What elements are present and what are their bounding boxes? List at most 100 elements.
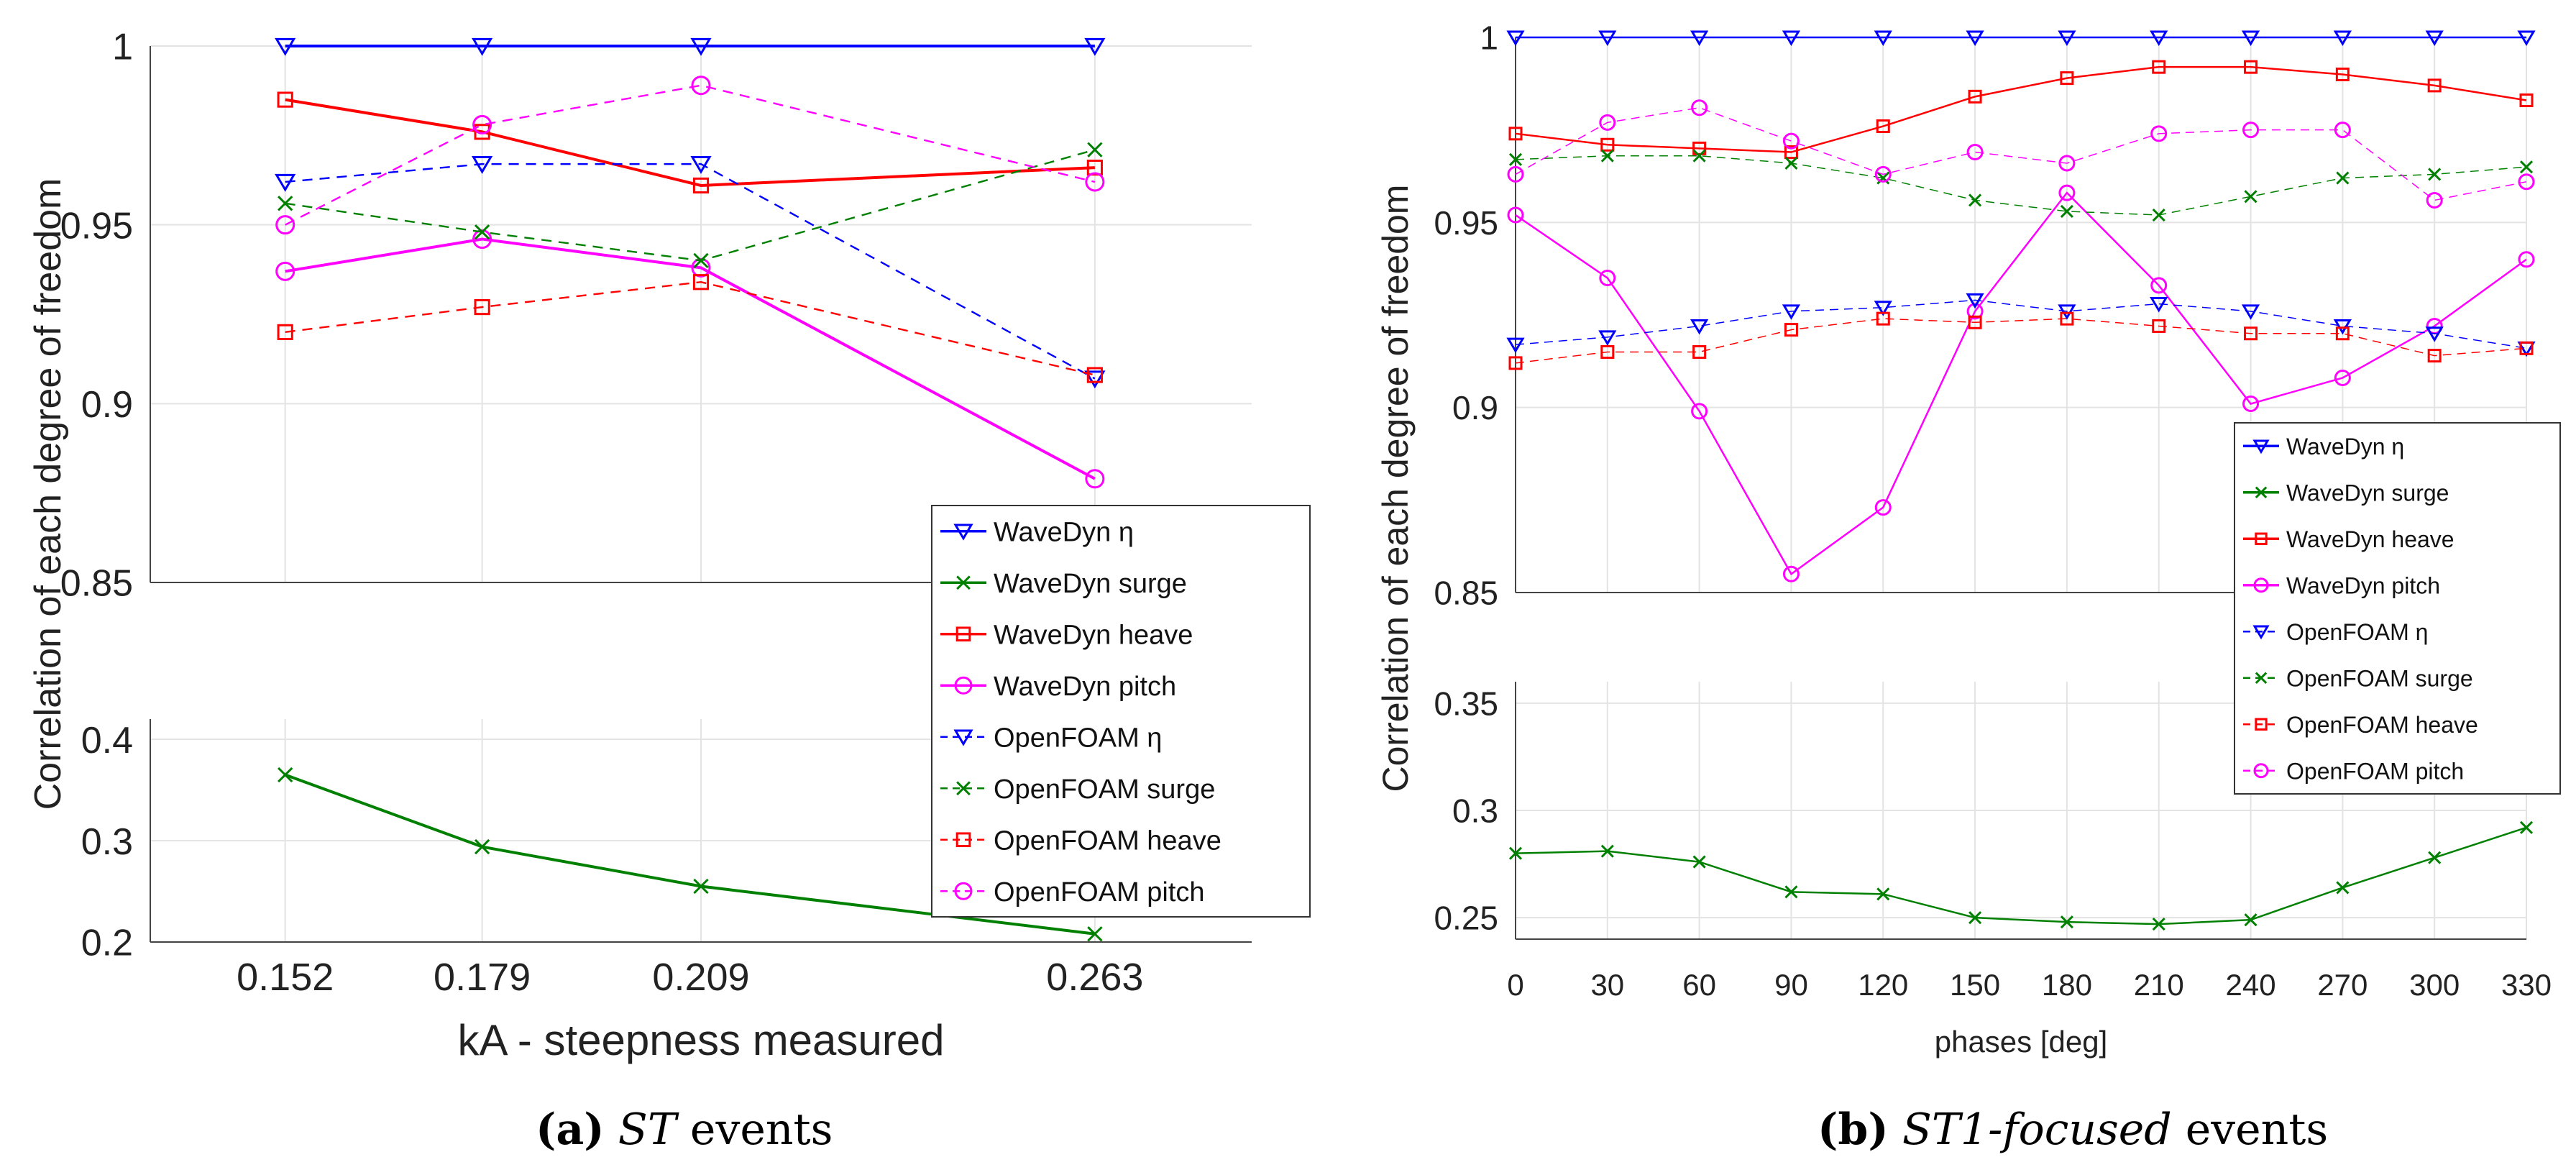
chart-a-series-5-point-1 xyxy=(474,224,490,240)
chart-b-series-6-line xyxy=(1515,318,2527,364)
chart-a-top-ytick-label-1: 0.9 xyxy=(81,384,133,426)
chart-a-series-6-line xyxy=(285,281,1096,376)
chart-a-series-1-point-2 xyxy=(693,878,709,895)
chart-a-series-6-point-1 xyxy=(474,298,490,316)
chart-b-series-5-point-4 xyxy=(1876,171,1890,185)
chart-b-series-1-point-3 xyxy=(1784,885,1798,899)
chart-b-series-6-point-1 xyxy=(1600,344,1615,359)
chart-b-xtick-label-7: 210 xyxy=(2134,968,2184,1002)
chart-b-series-3-point-2 xyxy=(1691,403,1708,420)
chart-b-xtick-label-8: 240 xyxy=(2226,968,2276,1002)
chart-b-series-1-point-7-stroke-b xyxy=(2152,918,2165,931)
chart-a-legend-entry-5-label: OpenFOAM surge xyxy=(994,774,1215,805)
chart-b-bottom-ytick-label-0: 0.25 xyxy=(1434,900,1498,937)
chart-b-series-7-line xyxy=(1515,107,2527,201)
chart-a-legend-entry-1-label: WaveDyn surge xyxy=(994,569,1187,599)
chart-b-xtick-label-0: 0 xyxy=(1507,968,1523,1002)
chart-b-series-5-point-8 xyxy=(2244,190,2258,204)
chart-b-series-3-point-0 xyxy=(1507,206,1524,224)
chart-b-series-5-point-2 xyxy=(1692,149,1706,163)
chart-a-xtick-label-2: 0.209 xyxy=(652,956,749,999)
chart-b-series-0-point-2 xyxy=(1690,30,1709,46)
chart-b-series-1-point-9-stroke-b xyxy=(2336,881,2350,895)
chart-b-legend-entry-0-label: WaveDyn η xyxy=(2286,434,2404,460)
chart-b-top-ytick-label-2: 0.95 xyxy=(1434,204,1498,242)
chart-b-series-4-point-7 xyxy=(2150,297,2168,313)
chart-b-series-5-point-9 xyxy=(2336,171,2350,185)
chart-b-top-ytick-label-1: 0.9 xyxy=(1452,389,1498,426)
chart-a-legend-entry-2-label: WaveDyn heave xyxy=(994,620,1193,650)
chart-b-series-7-point-7 xyxy=(2150,125,2168,142)
chart-a-series-5-point-0 xyxy=(278,196,293,211)
chart-a-series-4-point-0 xyxy=(275,173,296,192)
chart-b-series-4-point-0 xyxy=(1506,337,1525,354)
chart-b-legend-entry-1-marker xyxy=(2255,486,2268,499)
chart-a-series-5-point-3 xyxy=(1087,142,1103,157)
chart-a-series-7-point-3 xyxy=(1085,172,1105,192)
chart-b-series-2-point-5 xyxy=(1968,89,1982,104)
chart-a-top-ytick-label-0: 0.85 xyxy=(60,563,133,605)
chart-b-series-6-point-11 xyxy=(2519,341,2534,355)
chart-a-top-ytick-label-3: 1 xyxy=(112,27,133,68)
chart-a-series-4-point-2 xyxy=(690,156,712,174)
chart-a-legend-entry-1-marker-stroke-b xyxy=(956,575,971,590)
chart-b-series-3-line xyxy=(1515,191,2527,576)
chart-b-series-1-point-4-stroke-b xyxy=(1876,887,1890,901)
chart-a-series-5-point-3-stroke-b xyxy=(1087,142,1103,157)
chart-b-series-0-point-6 xyxy=(2058,30,2076,46)
chart-b-series-5-point-10 xyxy=(2428,168,2442,181)
chart-b-series-2-point-4 xyxy=(1876,119,1890,134)
chart-a-series-5-point-1-stroke-b xyxy=(474,224,490,240)
chart-a-series-6-point-3 xyxy=(1086,367,1103,383)
chart-b-series-6-point-7 xyxy=(2152,319,2166,333)
chart-a-series-1-point-3-stroke-b xyxy=(1087,926,1103,942)
chart-b-series-2-point-11 xyxy=(2519,93,2534,107)
chart-b-legend-entry-2-label: WaveDyn heave xyxy=(2286,526,2454,552)
chart-a-series-7-point-0 xyxy=(275,215,295,235)
chart-b-series-1-point-11 xyxy=(2519,820,2534,834)
chart-b-series-4-point-5 xyxy=(1966,293,1984,309)
chart-a-series-4-point-1 xyxy=(472,156,493,174)
chart-b-series-5-point-3 xyxy=(1784,156,1798,170)
chart-b-xtick-label-10: 300 xyxy=(2409,968,2460,1002)
chart-b-series-0-point-4 xyxy=(1874,30,1892,46)
chart-b-xtick-label-2: 60 xyxy=(1682,968,1716,1002)
chart-b-series-0-point-11 xyxy=(2517,30,2536,46)
chart-b-series-4-line xyxy=(1515,299,2527,349)
chart-b-legend-entry-1-label: WaveDyn surge xyxy=(2286,480,2449,506)
chart-a-series-2-point-3 xyxy=(1086,159,1103,176)
chart-a-legend: WaveDyn η WaveDyn surge WaveDyn heave WaveD… xyxy=(931,505,1311,918)
chart-b-series-7-point-3 xyxy=(1782,132,1800,150)
chart-b-series-2-point-6 xyxy=(2060,71,2074,86)
chart-a-series-2-line xyxy=(285,98,1095,187)
chart-a-legend-entry-3-marker xyxy=(954,676,973,695)
chart-a-legend-entry-0-label: WaveDyn η xyxy=(994,517,1134,547)
chart-a-legend-entry-2-marker xyxy=(955,626,971,642)
chart-b-series-3-point-5 xyxy=(1966,303,1984,320)
chart-b-series-2-line xyxy=(1515,65,2527,153)
chart-b-series-5-point-0-stroke-b xyxy=(1508,152,1523,166)
chart-b-bottom-ytick-label-1: 0.3 xyxy=(1452,792,1498,830)
chart-a-x-axis-label: kA - steepness measured xyxy=(457,1016,944,1064)
chart-b-legend-box xyxy=(2234,422,2561,795)
chart-a-series-4-point-3 xyxy=(1084,370,1106,389)
chart-a-series-0-point-1 xyxy=(472,37,493,56)
chart-b-series-4-point-8 xyxy=(2241,304,2260,320)
chart-a-series-6-point-2 xyxy=(692,274,710,291)
chart-b-legend-entry-7-marker xyxy=(2253,763,2269,779)
chart-a-series-2-point-2 xyxy=(692,177,710,194)
chart-b-series-1-point-8-stroke-b xyxy=(2244,913,2258,927)
chart-b-series-6-point-3 xyxy=(1784,323,1798,337)
chart-b-series-5-point-5 xyxy=(1968,193,1982,207)
chart-b-xtick-label-6: 180 xyxy=(2042,968,2092,1002)
chart-b-series-1-line xyxy=(1515,826,2527,925)
chart-b-series-4-point-2 xyxy=(1690,319,1709,335)
chart-a-bottom-ytick-label-1: 0.3 xyxy=(81,821,133,863)
chart-a-series-5-line xyxy=(285,149,1096,262)
chart-a-legend-entry-1-marker xyxy=(956,575,971,590)
chart-b-series-1-point-8 xyxy=(2244,913,2258,927)
chart-a-legend-box xyxy=(931,505,1311,918)
chart-b-series-2-point-10 xyxy=(2427,78,2442,93)
chart-a-legend-entry-7-marker xyxy=(954,882,973,900)
chart-b-series-0-point-0 xyxy=(1506,30,1525,46)
